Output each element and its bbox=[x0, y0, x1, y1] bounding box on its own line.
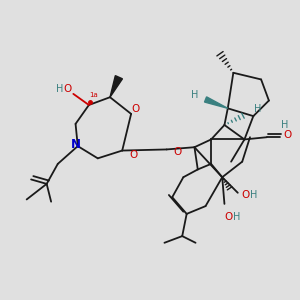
Text: H: H bbox=[250, 190, 257, 200]
Text: O: O bbox=[174, 147, 182, 157]
Text: H: H bbox=[254, 104, 262, 114]
Text: H: H bbox=[233, 212, 240, 222]
Polygon shape bbox=[110, 76, 122, 97]
Text: H: H bbox=[191, 90, 198, 100]
Text: O: O bbox=[242, 190, 250, 200]
Text: H: H bbox=[56, 84, 64, 94]
Text: O: O bbox=[225, 212, 233, 222]
Text: O: O bbox=[64, 84, 72, 94]
Text: N: N bbox=[70, 139, 81, 152]
Text: 1a: 1a bbox=[89, 92, 98, 98]
Text: H: H bbox=[281, 120, 288, 130]
Text: O: O bbox=[284, 130, 292, 140]
Polygon shape bbox=[205, 97, 228, 108]
Text: O: O bbox=[131, 104, 140, 114]
Text: O: O bbox=[129, 150, 137, 160]
